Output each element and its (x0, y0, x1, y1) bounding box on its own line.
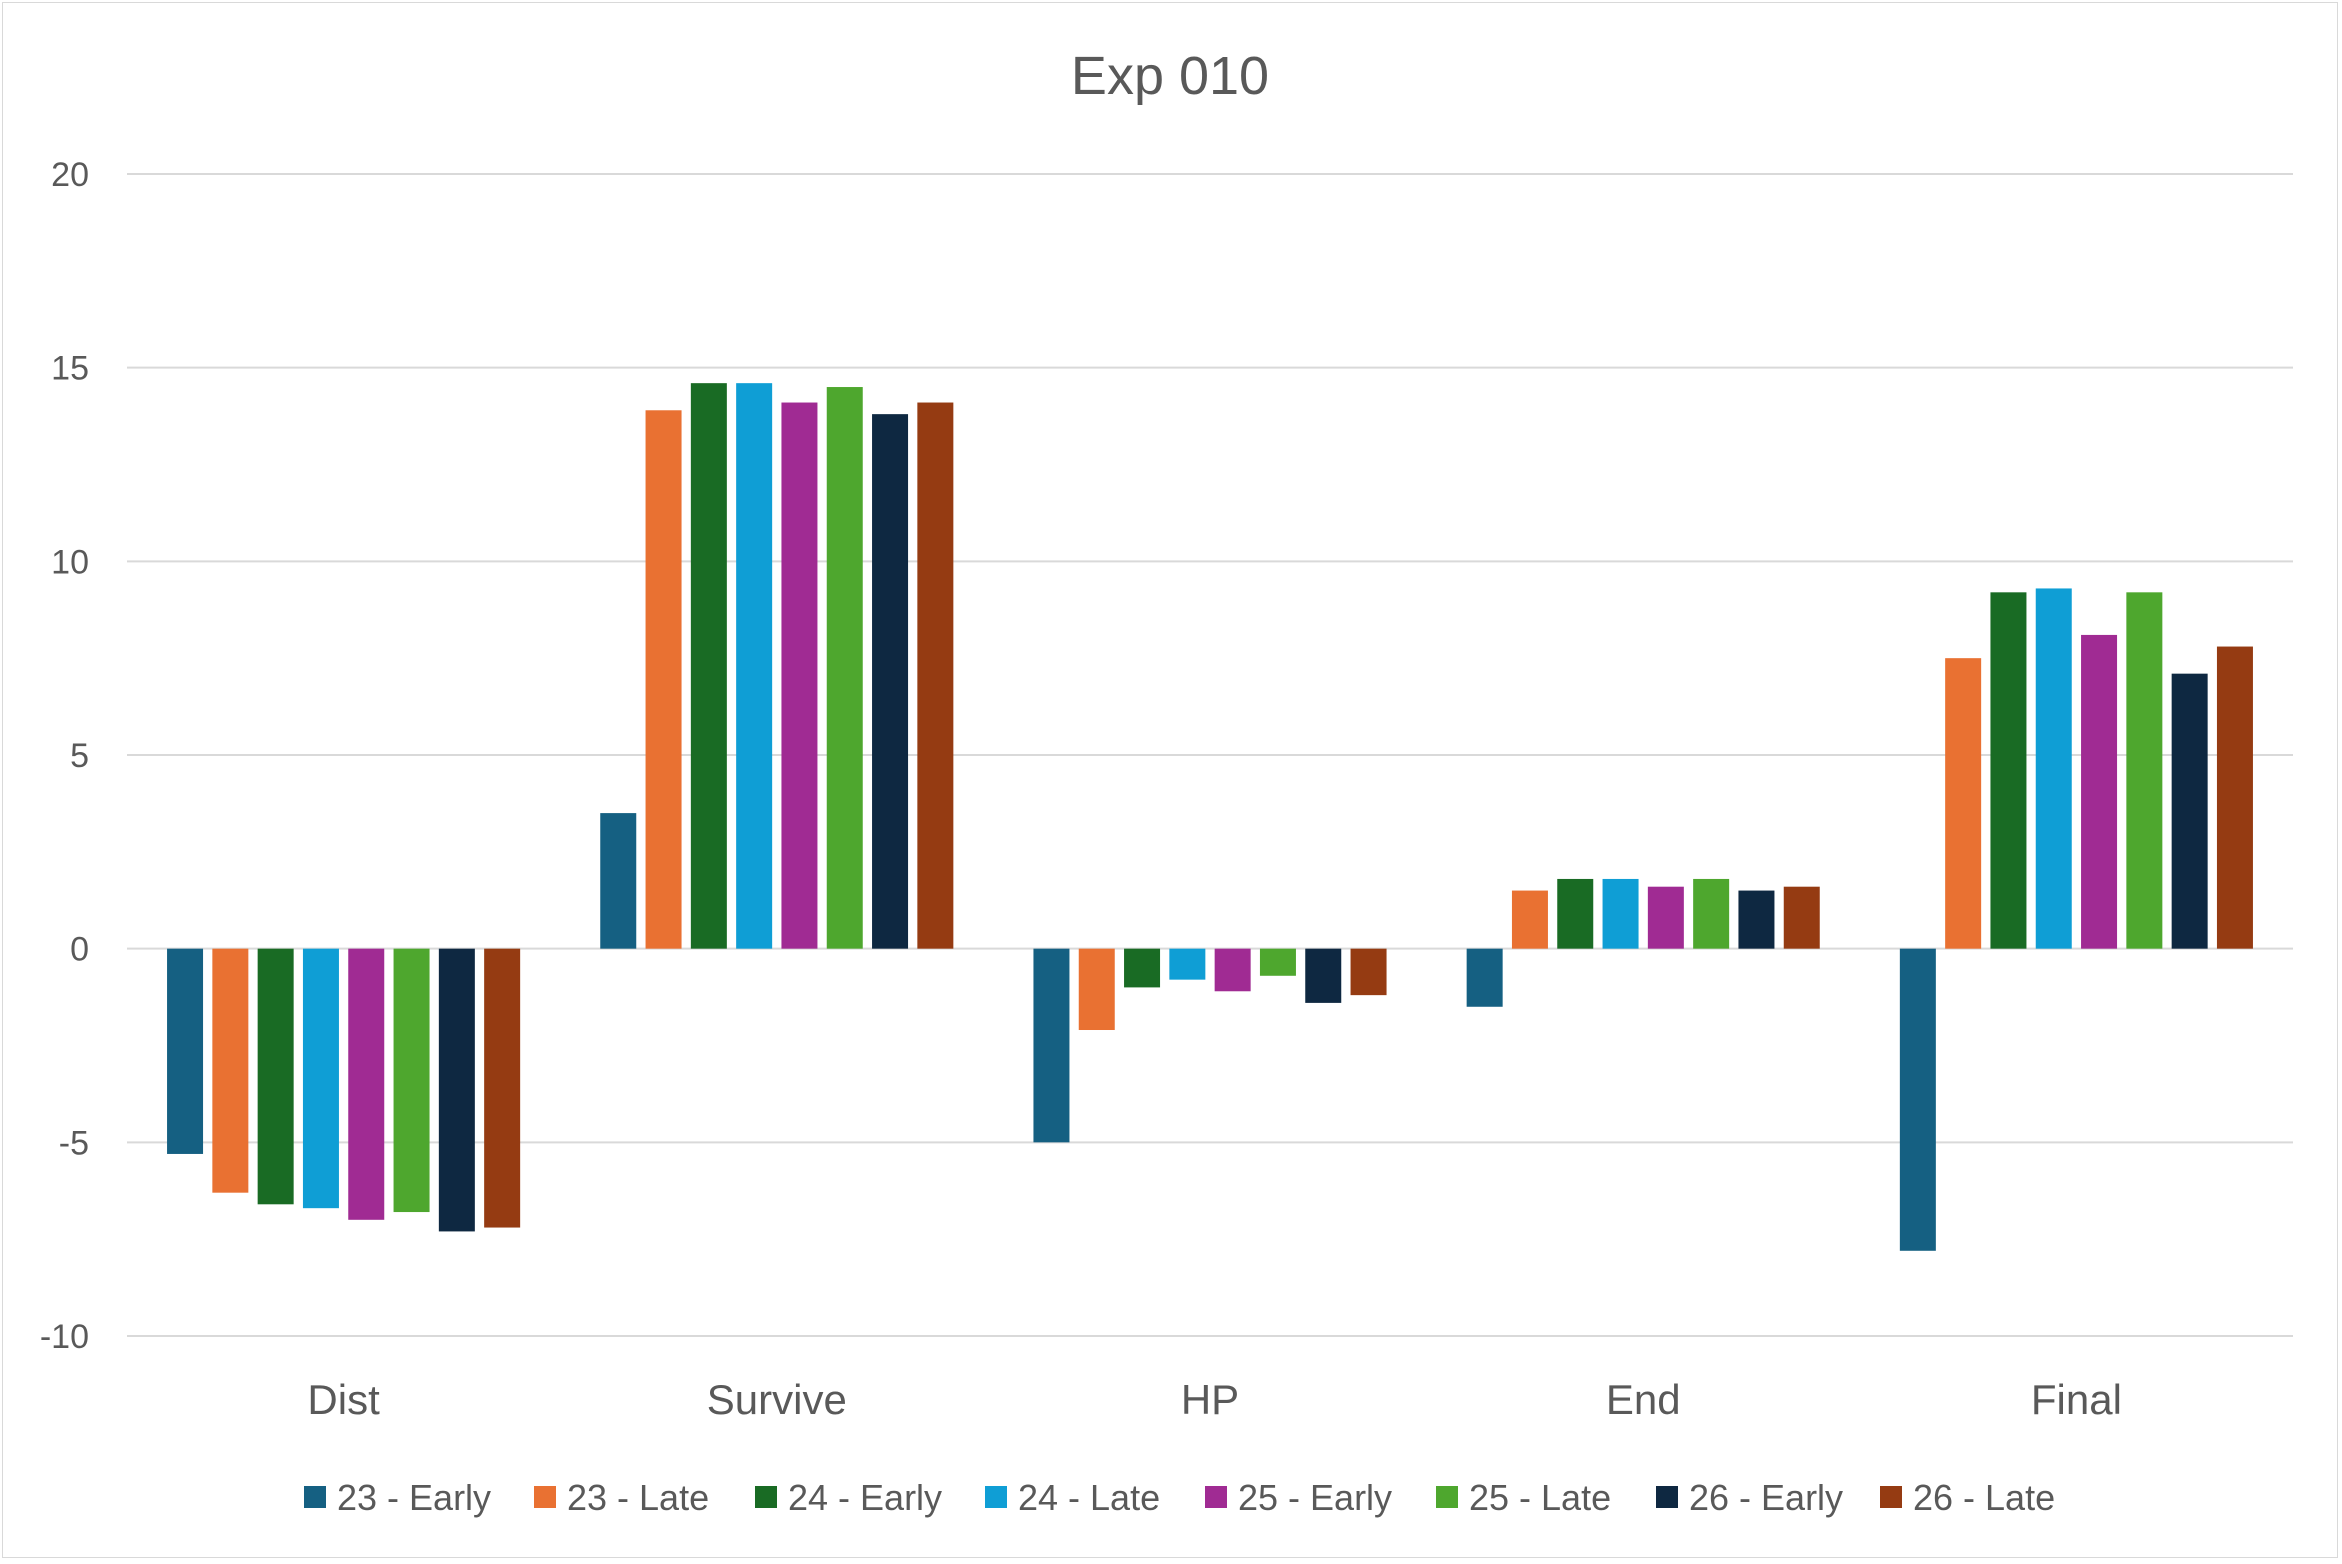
bar (1899, 948, 1936, 1251)
bar (1693, 878, 1730, 949)
bar (212, 948, 249, 1193)
chart-svg: Exp 010 20 15 10 5 0 -5 -10 Dist Survive HP End Fi… (40, 46, 2293, 1518)
y-tick-label: 15 (51, 350, 89, 388)
bar (1169, 948, 1206, 980)
bars (167, 383, 2253, 1251)
bar (1466, 948, 1503, 1007)
x-tick-label: Survive (707, 1376, 847, 1423)
bar (302, 948, 339, 1209)
bar (1259, 948, 1296, 976)
bar (257, 948, 294, 1205)
bar (438, 948, 475, 1232)
bar (1990, 592, 2027, 949)
legend-swatch (1880, 1486, 1902, 1508)
y-tick-label: 0 (70, 931, 89, 969)
x-axis-ticks: Dist Survive HP End Final (307, 1376, 2121, 1423)
legend-swatch (1656, 1486, 1678, 1508)
bar (1557, 878, 1594, 949)
y-tick-label: 5 (70, 737, 89, 775)
bar (872, 414, 909, 949)
bar (1214, 948, 1251, 992)
bar (1305, 948, 1342, 1003)
bar (600, 813, 637, 949)
legend-label: 24 - Late (1018, 1477, 1160, 1518)
bar (2171, 673, 2208, 949)
bar (2081, 634, 2118, 949)
legend-label: 26 - Early (1689, 1477, 1843, 1518)
bar (393, 948, 430, 1213)
legend-label: 25 - Early (1238, 1477, 1392, 1518)
legend-label: 24 - Early (788, 1477, 942, 1518)
x-tick-label: Dist (307, 1376, 380, 1423)
bar (167, 948, 204, 1154)
legend-label: 23 - Late (567, 1477, 709, 1518)
chart-title: Exp 010 (1071, 46, 1269, 106)
bar (2126, 592, 2163, 949)
bar (736, 383, 773, 949)
bar (781, 402, 818, 949)
bar (1945, 658, 1982, 949)
bar (1033, 948, 1070, 1143)
y-axis-ticks: 20 15 10 5 0 -5 -10 (40, 156, 89, 1356)
legend-label: 23 - Early (337, 1477, 491, 1518)
legend-label: 25 - Late (1469, 1477, 1611, 1518)
bar (1511, 890, 1548, 949)
legend-swatch (985, 1486, 1007, 1508)
bar (1647, 886, 1684, 949)
x-tick-label: HP (1181, 1376, 1239, 1423)
x-tick-label: End (1606, 1376, 1681, 1423)
bar (1078, 948, 1115, 1031)
x-tick-label: Final (2031, 1376, 2122, 1423)
bar (690, 383, 727, 949)
legend-swatch (1205, 1486, 1227, 1508)
legend-swatch (1436, 1486, 1458, 1508)
legend-swatch (304, 1486, 326, 1508)
y-tick-label: -5 (59, 1124, 89, 1162)
bar (1738, 890, 1775, 949)
bar (2216, 646, 2253, 949)
bar (1124, 948, 1161, 988)
bar (1783, 886, 1820, 949)
y-tick-label: 20 (51, 156, 89, 194)
legend: 23 - Early 23 - Late 24 - Early 24 - Late 25… (304, 1477, 2055, 1518)
y-tick-label: 10 (51, 543, 89, 581)
y-tick-label: -10 (40, 1318, 89, 1356)
legend-swatch (534, 1486, 556, 1508)
bar (645, 410, 682, 949)
legend-label: 26 - Late (1913, 1477, 2055, 1518)
bar (348, 948, 385, 1220)
bar (826, 387, 863, 949)
bar (1350, 948, 1387, 996)
legend-swatch (755, 1486, 777, 1508)
bar (1602, 878, 1639, 949)
bar (917, 402, 954, 949)
bar (2035, 588, 2072, 949)
bar (484, 948, 521, 1228)
